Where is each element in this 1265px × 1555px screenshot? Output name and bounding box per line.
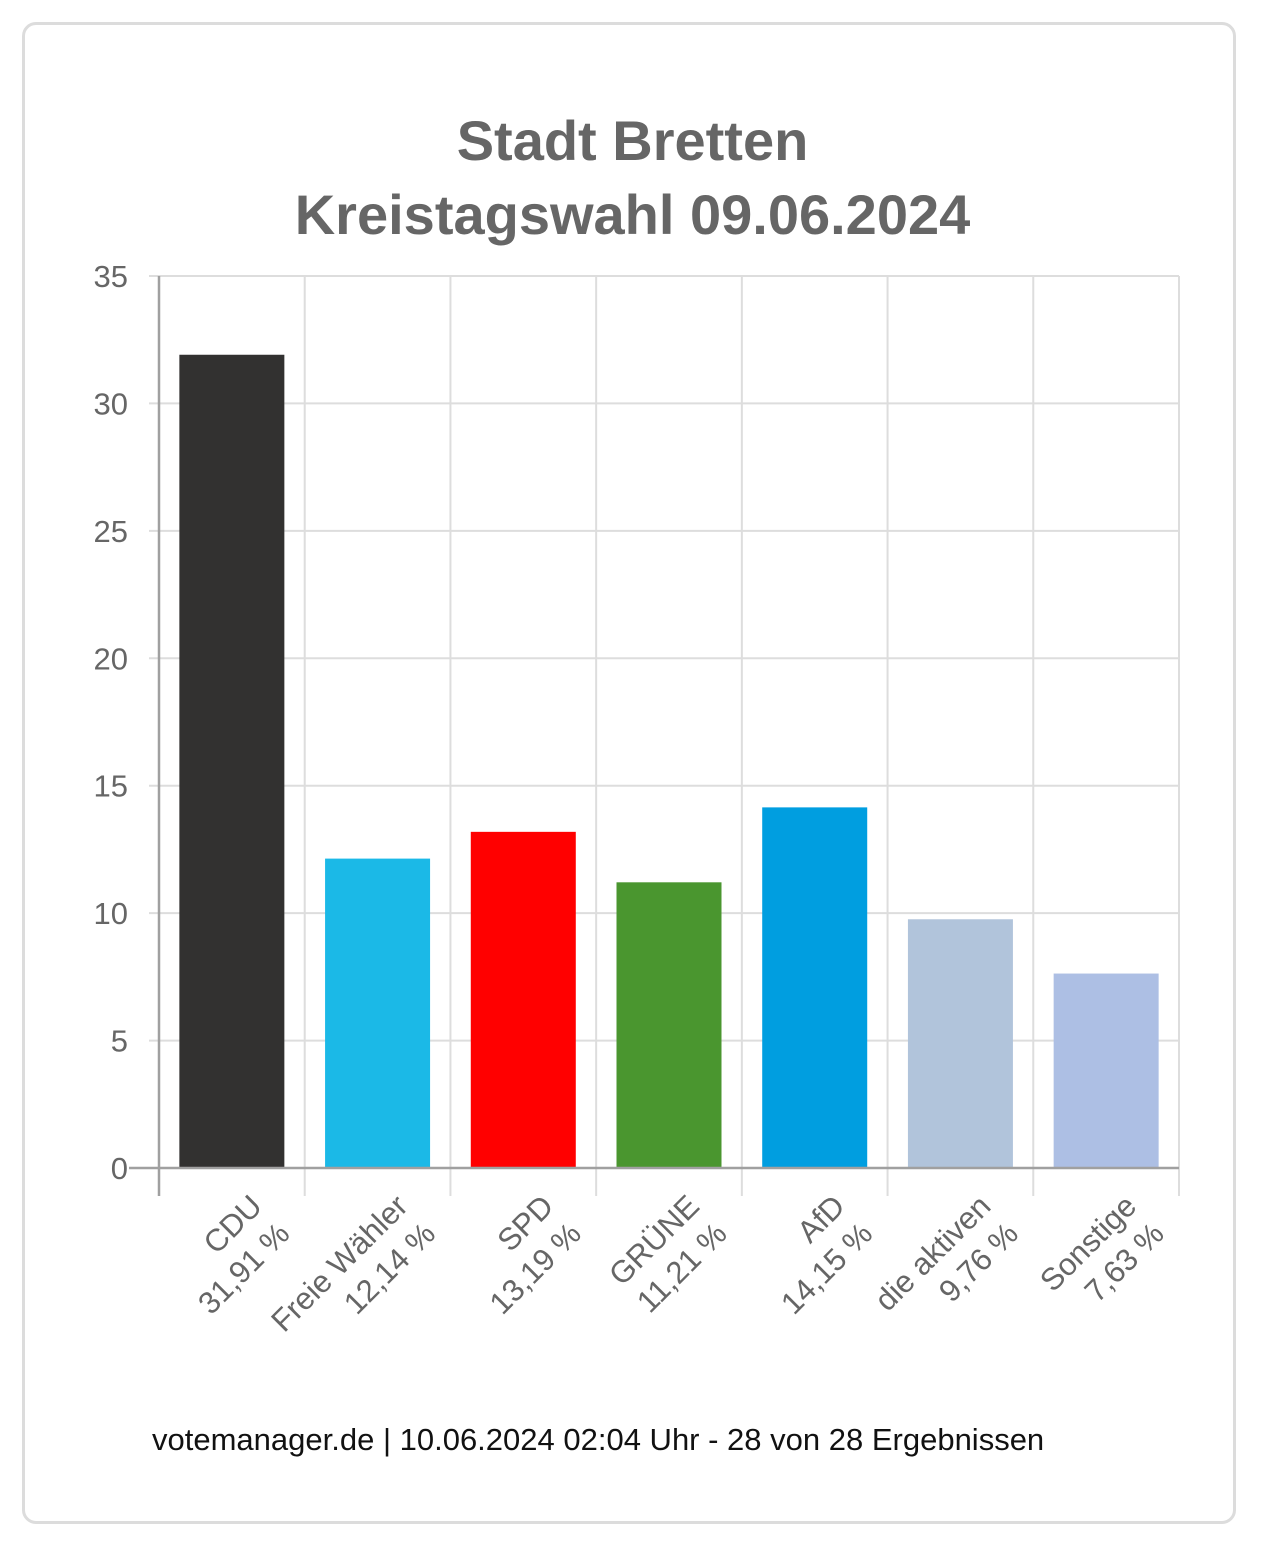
bar-cdu <box>179 354 285 1168</box>
chart-title-line2: Kreistagswahl 09.06.2024 <box>294 183 971 246</box>
y-tick-label: 20 <box>94 641 128 676</box>
chart-title-line1: Stadt Bretten <box>456 109 809 172</box>
x-tick-label: die aktiven9,76 % <box>868 1188 1025 1345</box>
y-tick-label: 30 <box>94 386 128 421</box>
bar-freie-wähler <box>325 858 431 1168</box>
y-tick-label: 15 <box>94 769 128 804</box>
y-tick-label: 10 <box>94 896 128 931</box>
y-tick-label: 35 <box>94 259 128 294</box>
x-tick-label: Sonstige7,63 % <box>1033 1188 1171 1326</box>
bar-die-aktiven <box>907 919 1013 1168</box>
bar-afd <box>762 807 868 1168</box>
bar-grüne <box>616 882 722 1168</box>
y-tick-label: 0 <box>111 1151 128 1186</box>
y-tick-label: 25 <box>94 514 128 549</box>
chart-footer: votemanager.de | 10.06.2024 02:04 Uhr - … <box>152 1422 1045 1457</box>
y-tick-label: 5 <box>111 1024 128 1059</box>
bar-sonstige <box>1053 973 1159 1168</box>
x-tick-label: GRÜNE11,21 % <box>602 1188 733 1319</box>
bar-spd <box>470 831 576 1168</box>
x-tick-label: AfD14,15 % <box>746 1188 879 1321</box>
x-tick-label: SPD13,19 % <box>455 1188 588 1321</box>
x-tick-label: Freie Wähler12,14 % <box>264 1188 442 1366</box>
